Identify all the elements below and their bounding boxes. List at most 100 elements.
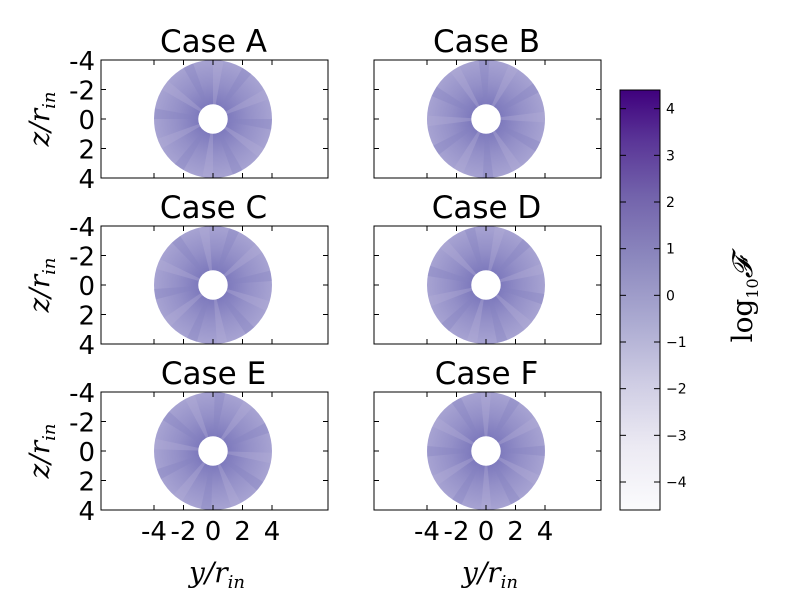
colorbar-tick-label: 1	[666, 242, 675, 258]
flux-spoke	[173, 451, 213, 502]
y-axis-label: z/rin	[23, 258, 60, 314]
flux-spoke	[156, 258, 213, 285]
flux-spoke	[186, 285, 213, 342]
y-tick-label: -2	[69, 243, 95, 273]
y-tick-label: -2	[69, 409, 95, 439]
y-tick-label: -2	[69, 77, 95, 107]
flux-spoke	[480, 451, 492, 510]
flux-spoke	[213, 451, 264, 491]
y-axis-label: z/rin	[23, 92, 60, 148]
flux-spoke	[162, 411, 213, 451]
colorbar-gradient	[619, 89, 661, 511]
x-tick-label: 0	[205, 517, 222, 547]
flux-spoke	[486, 445, 545, 457]
flux-spoke	[213, 60, 224, 119]
flux-spoke	[171, 236, 213, 285]
y-tick-label: 0	[78, 272, 95, 302]
y-tick-label: 4	[78, 331, 95, 361]
flux-spoke	[200, 451, 213, 510]
flux-spoke	[486, 64, 519, 119]
flux-spoke	[441, 285, 486, 332]
flux-spoke	[480, 392, 492, 451]
flux-spoke	[453, 119, 486, 174]
flux-spoke	[164, 285, 213, 327]
x-tick-label: -2	[171, 517, 197, 547]
x-tick-label: 4	[537, 517, 554, 547]
y-tick-label: 2	[78, 302, 95, 332]
flux-spoke	[427, 265, 486, 285]
x-tick-label: 2	[234, 517, 251, 547]
y-tick-label: -4	[69, 213, 95, 243]
flux-spoke	[156, 451, 213, 479]
flux-spoke	[452, 451, 486, 505]
y-tick-label: 2	[78, 468, 95, 498]
panel-title: Case A	[160, 24, 267, 60]
flux-spoke	[428, 285, 486, 307]
y-tick-label: -4	[69, 47, 95, 77]
flux-spoke	[432, 417, 486, 451]
flux-spoke	[154, 285, 213, 300]
flux-spoke	[486, 451, 540, 485]
flux-spoke	[213, 119, 265, 158]
flux-spoke	[213, 392, 226, 451]
colorbar-tick-label: −2	[666, 382, 687, 398]
flux-spoke	[451, 397, 486, 451]
flux-spoke	[213, 243, 262, 285]
flux-spoke	[213, 89, 269, 119]
flux-spoke	[161, 80, 213, 119]
x-tick-label: 2	[507, 517, 524, 547]
flux-spoke	[185, 394, 213, 451]
flux-spoke	[431, 86, 486, 119]
x-tick-label: -4	[414, 517, 440, 547]
y-tick-label: 2	[78, 136, 95, 166]
flux-spoke	[486, 119, 522, 172]
panel-2: Case B	[373, 24, 602, 179]
inner-hole	[198, 436, 228, 466]
flux-spoke	[486, 83, 539, 119]
flux-spoke	[213, 451, 241, 508]
colorbar-tick-label: 3	[666, 148, 675, 164]
y-axis-label: z/rin	[23, 424, 60, 480]
flux-spoke	[486, 238, 531, 285]
flux-spoke	[464, 227, 486, 285]
x-tick-label: 4	[264, 517, 281, 547]
flux-spoke	[439, 240, 486, 285]
y-tick-label: 4	[78, 497, 95, 527]
flux-spoke	[433, 119, 486, 155]
flux-spoke	[486, 285, 533, 330]
y-tick-label: -4	[69, 379, 95, 409]
flux-spoke	[486, 397, 520, 451]
flux-spoke	[432, 451, 486, 486]
flux-spoke	[213, 400, 253, 451]
x-tick-label: -2	[444, 517, 470, 547]
flux-spoke	[486, 285, 508, 343]
y-tick-label: 0	[78, 438, 95, 468]
flux-spoke	[198, 226, 213, 285]
colorbar: 4 3 2 1 0 −1 −2 −3 −4 log10𝓕	[619, 89, 762, 511]
flux-spoke	[486, 263, 544, 285]
flux-spoke	[486, 226, 506, 285]
flux-spoke	[486, 451, 521, 505]
flux-spoke	[213, 285, 255, 334]
colorbar-tick-label: 4	[666, 102, 675, 118]
flux-spoke	[486, 285, 545, 305]
y-tick-label: 4	[78, 165, 95, 195]
x-tick-label: 0	[478, 517, 495, 547]
flux-spoke	[486, 119, 541, 152]
panel-title: Case B	[433, 24, 540, 60]
flux-spoke	[213, 270, 272, 285]
flux-spoke	[174, 119, 213, 171]
flux-spoke	[213, 451, 272, 464]
flux-spoke	[427, 445, 486, 457]
flux-spoke	[213, 423, 270, 451]
inner-hole	[471, 436, 501, 466]
panel-title: Case D	[432, 190, 542, 226]
panel-title: Case C	[160, 190, 267, 226]
inner-hole	[471, 270, 501, 300]
panel-title: Case E	[161, 356, 266, 392]
panel-title: Case F	[435, 356, 539, 392]
x-axis-label: y/rin	[460, 556, 518, 593]
panel-4: Case D	[373, 190, 602, 345]
inner-hole	[198, 104, 228, 134]
